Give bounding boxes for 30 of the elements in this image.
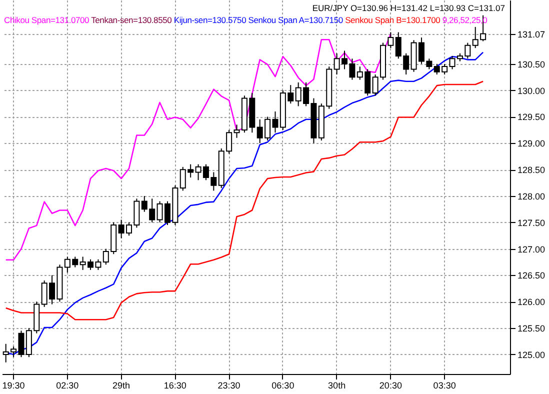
x-tick-label: 29th xyxy=(112,380,130,390)
y-tick-label: 125.50 xyxy=(518,324,546,334)
x-tick-label: 03:30 xyxy=(433,380,456,390)
y-tick-label: 130.00 xyxy=(518,86,546,96)
x-tick-label: 30th xyxy=(328,380,346,390)
y-tick-label: 125.00 xyxy=(518,350,546,360)
line-series xyxy=(5,80,484,320)
x-tick-label: 23:30 xyxy=(218,380,240,390)
text: Senkou Span B=130.1700 xyxy=(345,15,442,25)
x-tick-label: 16:30 xyxy=(164,380,186,390)
annotation: Kijun-sen=130.5750 xyxy=(174,15,248,25)
y-tick-label: 126.50 xyxy=(518,270,546,281)
y-tick-label: 127.50 xyxy=(518,218,546,228)
y-tick-label: 128.50 xyxy=(518,165,546,176)
x-tick-label: 19:30 xyxy=(2,380,25,390)
text: Senkou Span A=130.7150 xyxy=(248,15,344,25)
chart-title: EUR/JPY O=130.96 H=131.42 L=130.93 C=131.07 xyxy=(312,3,505,13)
y-tick-label: 127.00 xyxy=(518,244,546,254)
y-tick-label: 128.00 xyxy=(518,191,546,202)
y-tick-label: 130.50 xyxy=(518,59,546,70)
x-tick-label: 06:30 xyxy=(272,380,294,390)
annotation: Tenkan-sen=130.8550 xyxy=(91,15,173,25)
y-tick-label: 129.50 xyxy=(518,112,546,122)
x-tick-label: 20:30 xyxy=(379,380,402,390)
y-tick-label: 126.00 xyxy=(518,297,546,308)
line-series xyxy=(5,33,392,261)
x-tick-label: 02:30 xyxy=(56,380,79,390)
text: Chikou Span=131.0700 xyxy=(4,15,90,25)
y-tick-label: 129.00 xyxy=(518,138,546,149)
y-tick-label: 131.07 xyxy=(518,29,546,40)
